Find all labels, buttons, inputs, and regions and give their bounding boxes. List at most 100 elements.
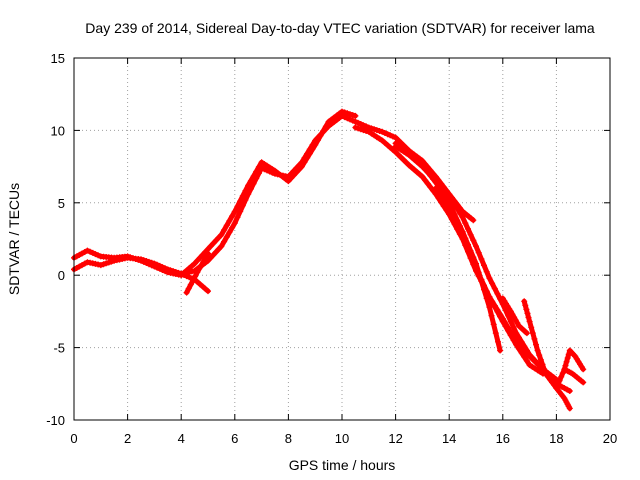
plus-marker <box>495 338 501 345</box>
plus-marker <box>522 302 529 309</box>
series-arc-i <box>499 295 530 337</box>
y-tick-label: 15 <box>51 51 65 66</box>
plus-marker <box>191 260 198 267</box>
plus-marker <box>424 180 431 187</box>
plus-marker <box>556 377 563 384</box>
plus-marker <box>205 288 211 295</box>
plus-marker <box>92 251 99 258</box>
plus-marker <box>580 366 587 373</box>
plus-marker <box>563 358 570 365</box>
plus-marker <box>533 341 539 348</box>
y-tick-label: -5 <box>53 341 65 356</box>
y-tick-label: 5 <box>58 196 65 211</box>
plus-marker <box>258 165 265 171</box>
plus-marker <box>355 125 362 132</box>
plus-marker <box>478 278 485 284</box>
plus-marker <box>571 352 578 359</box>
x-tick-label: 16 <box>496 431 510 446</box>
plus-marker <box>422 177 429 184</box>
plus-marker <box>247 185 254 192</box>
x-tick-label: 10 <box>335 431 349 446</box>
plus-marker <box>381 130 388 136</box>
plus-marker <box>237 198 244 205</box>
plus-marker <box>242 196 249 203</box>
plus-marker <box>430 170 437 177</box>
plus-marker <box>515 334 522 341</box>
plus-marker <box>146 258 152 265</box>
plus-marker <box>564 355 571 361</box>
plus-marker <box>347 111 353 118</box>
plus-marker <box>467 247 474 254</box>
plus-marker <box>454 218 461 225</box>
plus-marker <box>403 159 410 166</box>
series-arc-k <box>553 385 573 412</box>
plus-marker <box>341 114 348 121</box>
plus-marker <box>505 324 512 331</box>
plus-marker <box>352 118 359 125</box>
plus-marker <box>531 335 538 342</box>
plus-marker <box>486 304 493 311</box>
plus-marker <box>462 235 469 242</box>
plus-marker <box>526 318 533 325</box>
plus-marker <box>221 227 228 233</box>
plus-marker <box>186 274 193 281</box>
plus-marker <box>465 241 471 248</box>
plus-marker <box>255 170 262 177</box>
plus-marker <box>140 257 147 264</box>
plus-marker <box>523 357 530 364</box>
plus-marker <box>231 208 238 215</box>
plus-marker <box>497 347 504 354</box>
plus-marker <box>492 330 499 337</box>
plus-marker <box>198 261 205 268</box>
plus-marker <box>172 269 179 275</box>
plus-marker <box>304 150 311 157</box>
plus-marker <box>215 234 222 241</box>
plus-marker <box>502 320 509 327</box>
plus-marker <box>355 119 362 126</box>
plus-marker <box>237 208 244 215</box>
series-arc-d <box>178 270 211 295</box>
plus-marker <box>200 258 207 264</box>
plus-marker <box>470 217 477 224</box>
plus-marker <box>456 223 463 230</box>
plus-marker <box>309 141 316 148</box>
plus-marker <box>465 225 471 232</box>
plus-marker <box>196 265 203 272</box>
plus-marker <box>183 289 190 296</box>
plus-marker <box>448 209 455 216</box>
plus-marker <box>475 269 482 276</box>
x-tick-label: 6 <box>231 431 238 446</box>
plus-marker <box>322 126 329 132</box>
plus-marker <box>312 137 319 144</box>
plus-marker <box>387 132 394 139</box>
plus-marker <box>541 366 548 372</box>
tick-layer: 0 2 4 6 8 10 12 14 16 18 20 -10 -5 0 5 10 15 <box>46 51 617 446</box>
x-tick-label: 2 <box>124 431 131 446</box>
plus-marker <box>526 351 533 358</box>
plus-marker <box>226 217 233 224</box>
plus-marker <box>494 307 501 313</box>
plus-marker <box>105 259 112 266</box>
plus-marker <box>84 247 91 254</box>
plus-marker <box>97 262 104 269</box>
plus-marker <box>162 265 169 272</box>
plus-marker <box>167 267 174 274</box>
plus-marker <box>518 338 525 345</box>
plus-marker <box>261 166 268 173</box>
plus-marker <box>490 321 497 328</box>
plus-marker <box>424 164 431 171</box>
plus-marker <box>523 347 530 354</box>
plus-marker <box>475 249 482 256</box>
plus-marker <box>443 200 450 207</box>
plus-marker <box>379 128 386 135</box>
plus-marker <box>438 180 445 187</box>
plus-marker <box>566 388 573 394</box>
plus-marker <box>446 204 453 211</box>
plus-marker <box>373 127 380 134</box>
plus-marker <box>194 269 201 276</box>
plus-marker <box>440 184 447 191</box>
plus-marker <box>376 128 383 134</box>
plus-marker <box>87 248 94 255</box>
plus-marker <box>443 187 450 194</box>
